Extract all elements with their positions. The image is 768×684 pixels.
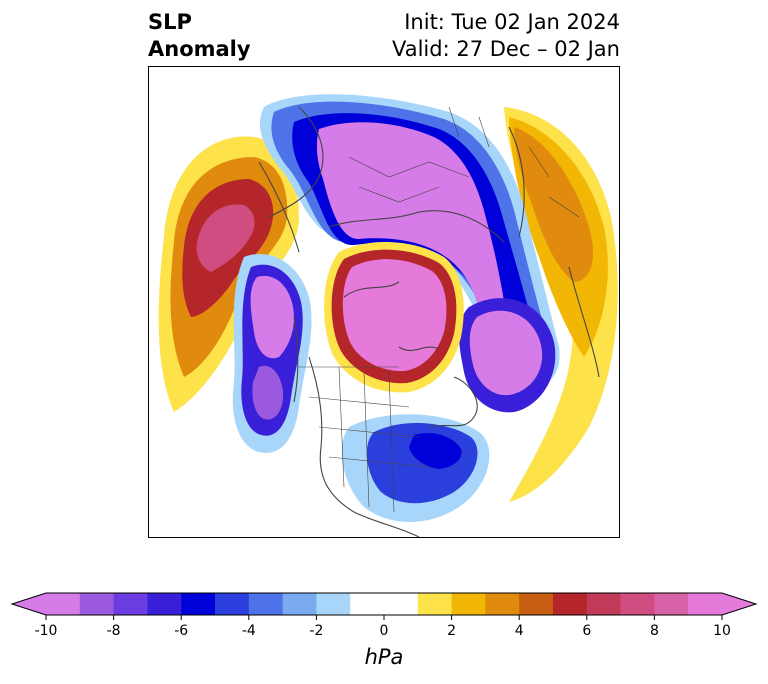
colorbar-segment [79, 593, 115, 615]
colorbar-segment [620, 593, 655, 615]
colorbar-label: hPa [364, 645, 404, 669]
colorbar-tick-label: 8 [650, 623, 659, 639]
map-panel [148, 66, 620, 538]
colorbar-segment [519, 593, 554, 615]
init-date: Init: Tue 02 Jan 2024 [404, 10, 620, 34]
colorbar-segment [417, 593, 453, 615]
colorbar-segment [316, 593, 351, 615]
colorbar-extend-min [12, 593, 46, 615]
colorbar-segments [10, 592, 758, 616]
colorbar-tick-label: 6 [582, 623, 591, 639]
colorbar-segment [586, 593, 622, 615]
colorbar-segment [46, 593, 81, 615]
colorbar-segment [553, 593, 588, 615]
slp-anomaly-map [158, 94, 618, 537]
title-left: SLP Anomaly [148, 9, 251, 63]
title-anomaly: Anomaly [148, 37, 251, 61]
colorbar-ticks: -10 -8 -6 -4 -2 0 2 4 6 8 10 [35, 615, 731, 639]
colorbar-tick-label: -10 [35, 623, 58, 639]
colorbar-segment [248, 593, 284, 615]
anomaly-fill [158, 94, 618, 522]
colorbar-segment [350, 593, 385, 615]
coastlines [258, 106, 600, 537]
colorbar-tick-label: -4 [242, 623, 256, 639]
colorbar-tick-label: 2 [447, 623, 456, 639]
colorbar-segment [654, 593, 689, 615]
colorbar-tick-label: -2 [309, 623, 323, 639]
colorbar-segment [688, 593, 723, 615]
colorbar-segment [181, 593, 216, 615]
title-right: Init: Tue 02 Jan 2024 Valid: 27 Dec – 02… [392, 9, 620, 63]
colorbar-tick-label: -8 [107, 623, 121, 639]
colorbar-segment [384, 593, 419, 615]
colorbar-segment [451, 593, 486, 615]
colorbar-segment [113, 593, 148, 615]
colorbar-tick-label: -6 [174, 623, 188, 639]
colorbar-tick-label: 0 [380, 623, 389, 639]
colorbar-segment [485, 593, 520, 615]
colorbar-segment [215, 593, 250, 615]
colorbar-tick-label: 10 [713, 623, 731, 639]
colorbar: -10 -8 -6 -4 -2 0 2 4 6 8 10 [10, 592, 758, 639]
colorbar-extend-max [722, 593, 756, 615]
colorbar-segment [282, 593, 317, 615]
title-variable: SLP [148, 10, 192, 34]
borders [299, 106, 580, 513]
valid-range: Valid: 27 Dec – 02 Jan [391, 37, 620, 61]
colorbar-segment [147, 593, 182, 615]
colorbar-tick-label: 4 [515, 623, 524, 639]
